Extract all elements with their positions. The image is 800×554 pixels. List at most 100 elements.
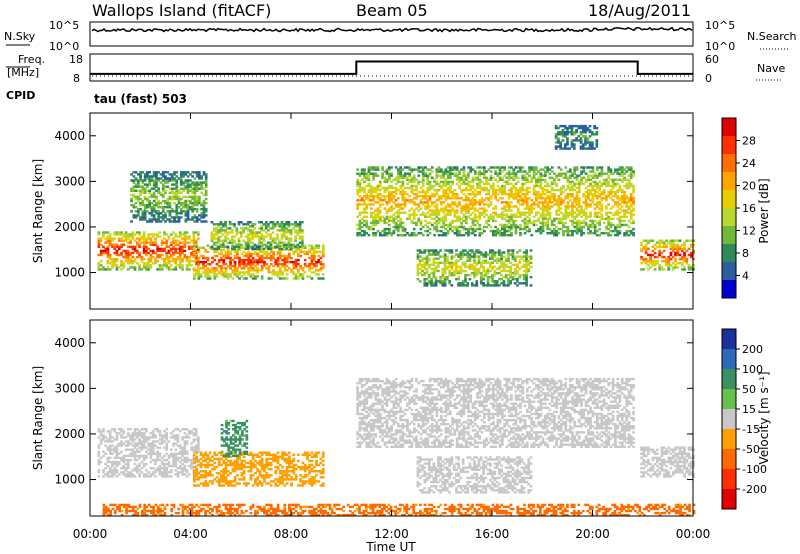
echo-cell (167, 255, 171, 259)
echo-cell (159, 216, 163, 219)
noise-left-tick-top: 10^5 (49, 19, 79, 32)
echo-cell (582, 168, 586, 171)
echo-cell (632, 197, 635, 200)
echo-cell (587, 174, 590, 177)
echo-cell (446, 211, 450, 214)
echo-cell (591, 186, 595, 190)
echo-cell (492, 219, 495, 223)
echo-cell (471, 207, 475, 210)
echo-cell (106, 237, 110, 240)
echo-cell (477, 249, 481, 252)
echo-cell (113, 262, 117, 265)
echo-cell (584, 195, 588, 198)
echo-cell (469, 188, 473, 192)
echo-cell (138, 268, 141, 271)
echo-cell (164, 191, 167, 194)
echo-cell (403, 176, 407, 179)
echo-cell (486, 271, 490, 275)
echo-cell (469, 207, 473, 210)
echo-cell (507, 257, 510, 260)
echo-cell (430, 201, 434, 204)
echo-cell (410, 201, 414, 204)
echo-cell (470, 282, 474, 285)
echo-cell (424, 215, 427, 218)
echo-cell (528, 217, 531, 220)
echo-cell (562, 221, 565, 225)
echo-cell (155, 183, 158, 186)
echo-cell (512, 219, 516, 223)
echo-cell (115, 260, 119, 263)
echo-cell (435, 174, 439, 177)
echo-cell (486, 280, 490, 283)
echo-cell (440, 197, 443, 200)
echo-cell (501, 184, 504, 188)
echo-cell (537, 190, 540, 194)
echo-cell (507, 227, 511, 231)
echo-cell (181, 245, 184, 248)
echo-cell (563, 133, 567, 136)
echo-cell (591, 188, 595, 192)
echo-cell (108, 239, 112, 242)
echo-cell (544, 213, 547, 216)
echo-cell (460, 225, 463, 229)
echo-cell (247, 269, 250, 272)
echo-cell (204, 179, 208, 182)
echo-cell (494, 207, 497, 210)
echo-cell (168, 220, 172, 223)
echo-cell (566, 137, 569, 140)
echo-cell (649, 257, 652, 261)
echo-cell (566, 131, 569, 134)
echo-cell (152, 203, 156, 207)
echo-cell (462, 182, 466, 186)
echo-cell (287, 237, 291, 240)
echo-cell (432, 284, 436, 287)
echo-cell (260, 246, 264, 249)
echo-cell (600, 232, 604, 235)
echo-cell (692, 264, 695, 267)
echo-cell (484, 259, 488, 262)
echo-cell (605, 184, 608, 188)
echo-cell (571, 213, 574, 216)
echo-cell (432, 259, 436, 262)
echo-cell (164, 171, 167, 174)
echo-cell (448, 280, 451, 283)
echo-cell (276, 250, 280, 254)
echo-cell (143, 210, 147, 213)
echo-cell (156, 253, 159, 257)
echo-cell (212, 229, 216, 232)
echo-cell (417, 180, 421, 184)
echo-cell (498, 215, 502, 218)
echo-cell (132, 214, 136, 217)
echo-cell (582, 232, 586, 235)
echo-cell (418, 251, 422, 254)
echo-cell (441, 271, 445, 275)
echo-cell (150, 210, 154, 213)
echo-cell (609, 178, 613, 181)
echo-cell (468, 255, 472, 258)
echo-cell (440, 217, 443, 220)
echo-cell (294, 265, 298, 268)
echo-cell (528, 213, 531, 216)
echo-cell (424, 197, 427, 200)
echo-cell (278, 223, 282, 226)
echo-cell (623, 193, 626, 196)
echo-cell (367, 203, 371, 206)
echo-cell (577, 124, 581, 128)
echo-cell (132, 179, 136, 182)
echo-cell (142, 233, 146, 236)
echo-cell (453, 188, 457, 192)
echo-cell (124, 253, 128, 257)
echo-cell (192, 260, 196, 263)
echo-cell (228, 221, 232, 224)
echo-cell (480, 201, 484, 204)
echo-cell (550, 219, 554, 223)
echo-cell (421, 174, 425, 177)
echo-cell (457, 269, 460, 273)
echo-cell (419, 227, 423, 231)
echo-cell (426, 186, 430, 190)
echo-cell (312, 258, 316, 262)
echo-cell (256, 263, 259, 266)
echo-cell (566, 229, 570, 233)
echo-cell (111, 266, 114, 269)
echo-cell (165, 266, 169, 269)
